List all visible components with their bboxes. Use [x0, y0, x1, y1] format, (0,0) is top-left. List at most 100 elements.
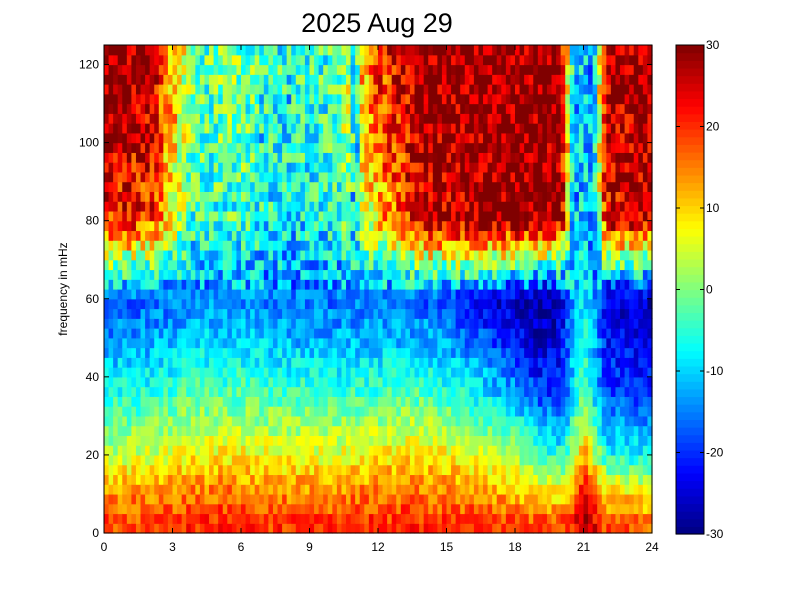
heatmap-cell — [204, 152, 210, 163]
heatmap-cell — [140, 347, 146, 358]
heatmap-cell — [551, 425, 557, 436]
heatmap-cell — [432, 220, 438, 232]
heatmap-cell — [135, 308, 142, 319]
heatmap-cell — [496, 474, 502, 485]
heatmap-cell — [483, 445, 489, 456]
heatmap-cell — [437, 54, 443, 66]
heatmap-cell — [528, 269, 534, 280]
heatmap-cell — [282, 308, 288, 319]
heatmap-cell — [533, 318, 539, 329]
heatmap-cell — [537, 386, 543, 397]
heatmap-cell — [104, 298, 110, 310]
heatmap-cell — [464, 415, 470, 427]
heatmap-cell — [492, 269, 498, 280]
heatmap-cell — [286, 318, 292, 329]
heatmap-cell — [546, 74, 553, 85]
heatmap-cell — [131, 435, 137, 446]
heatmap-cell — [414, 201, 420, 212]
heatmap-cell — [487, 406, 493, 417]
heatmap-cell — [378, 132, 384, 144]
heatmap-cell — [542, 435, 548, 446]
heatmap-cell — [199, 503, 206, 515]
heatmap-cell — [158, 454, 164, 466]
heatmap-cell — [309, 454, 315, 466]
heatmap-cell — [295, 249, 301, 261]
heatmap-cell — [510, 357, 516, 368]
heatmap-cell — [368, 347, 375, 358]
heatmap-cell — [400, 93, 406, 105]
heatmap-cell — [400, 191, 406, 202]
heatmap-cell — [231, 406, 238, 417]
heatmap-cell — [300, 406, 306, 417]
heatmap-cell — [195, 474, 201, 485]
heatmap-cell — [250, 132, 256, 144]
heatmap-cell — [177, 181, 183, 192]
heatmap-cell — [432, 45, 438, 56]
heatmap-cell — [145, 396, 151, 407]
heatmap-cell — [451, 298, 457, 310]
heatmap-cell — [496, 279, 502, 290]
heatmap-cell — [145, 84, 151, 95]
heatmap-cell — [441, 503, 448, 515]
heatmap-cell — [126, 523, 132, 534]
heatmap-cell — [359, 435, 365, 446]
heatmap-cell — [332, 484, 338, 495]
heatmap-cell — [432, 152, 438, 163]
heatmap-cell — [350, 269, 356, 280]
heatmap-cell — [528, 220, 534, 232]
heatmap-cell — [104, 347, 110, 358]
heatmap-cell — [455, 367, 461, 378]
heatmap-cell — [556, 513, 562, 524]
heatmap-cell — [423, 201, 429, 212]
heatmap-cell — [505, 113, 512, 124]
heatmap-cell — [414, 493, 420, 505]
heatmap-cell — [245, 259, 251, 271]
heatmap-cell — [117, 259, 123, 271]
heatmap-cell — [355, 347, 361, 358]
heatmap-cell — [213, 230, 219, 241]
heatmap-cell — [300, 45, 306, 56]
heatmap-cell — [131, 474, 137, 485]
heatmap-cell — [135, 269, 142, 280]
heatmap-cell — [483, 220, 489, 232]
heatmap-cell — [515, 464, 521, 476]
heatmap-cell — [126, 64, 132, 75]
heatmap-cell — [268, 347, 274, 358]
heatmap-cell — [373, 210, 379, 222]
heatmap-cell — [359, 45, 365, 56]
heatmap-cell — [519, 45, 525, 56]
heatmap-cell — [318, 142, 324, 153]
heatmap-cell — [181, 406, 187, 417]
heatmap-cell — [428, 396, 434, 407]
heatmap-cell — [441, 220, 448, 232]
heatmap-cell — [346, 142, 352, 153]
heatmap-cell — [346, 435, 352, 446]
heatmap-cell — [140, 201, 146, 212]
heatmap-cell — [478, 298, 484, 310]
heatmap-cell — [382, 249, 388, 261]
heatmap-cell — [556, 435, 562, 446]
heatmap-cell — [528, 357, 534, 368]
heatmap-cell — [199, 474, 206, 485]
heatmap-cell — [126, 181, 132, 192]
heatmap-cell — [355, 259, 361, 271]
heatmap-cell — [537, 337, 543, 349]
heatmap-cell — [519, 132, 525, 144]
heatmap-cell — [464, 142, 470, 153]
heatmap-cell — [455, 123, 461, 134]
heatmap-cell — [414, 162, 420, 173]
heatmap-cell — [113, 396, 119, 407]
heatmap-cell — [510, 318, 516, 329]
heatmap-cell — [172, 132, 178, 144]
heatmap-cell — [419, 523, 425, 534]
heatmap-cell — [113, 367, 119, 378]
heatmap-cell — [140, 269, 146, 280]
heatmap-cell — [355, 328, 361, 339]
heatmap-cell — [409, 54, 416, 66]
heatmap-cell — [195, 64, 201, 75]
heatmap-cell — [268, 289, 274, 300]
heatmap-cell — [460, 308, 466, 319]
heatmap-cell — [350, 289, 356, 300]
heatmap-cell — [432, 279, 438, 290]
heatmap-cell — [423, 337, 429, 349]
